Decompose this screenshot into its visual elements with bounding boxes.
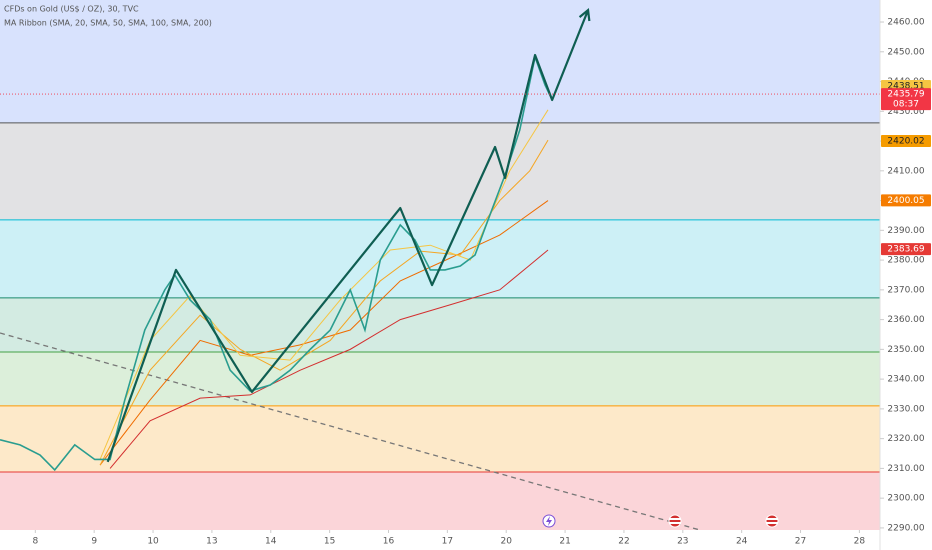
level-band	[0, 352, 880, 406]
level-band	[0, 122, 880, 220]
x-tick-label: 28	[854, 537, 866, 547]
price-badge	[881, 134, 931, 147]
y-tick-label: 2320.00	[887, 434, 924, 444]
y-tick-label: 2290.00	[887, 523, 924, 533]
event-icon	[542, 514, 556, 528]
level-band	[0, 0, 880, 123]
x-tick-label: 27	[795, 537, 806, 547]
indicator-title: MA Ribbon (SMA, 20, SMA, 50, SMA, 100, S…	[4, 19, 212, 28]
y-tick-label: 2430.00	[887, 107, 924, 117]
y-tick-label: 2300.00	[887, 494, 924, 504]
plot-area	[0, 0, 880, 531]
x-tick-label: 8	[32, 537, 38, 547]
x-tick-label: 23	[677, 537, 688, 547]
level-band	[0, 471, 880, 530]
x-tick-label: 14	[265, 537, 277, 547]
y-tick-label: 2330.00	[887, 404, 924, 414]
chart-title: CFDs on Gold (US$ / OZ), 30, TVC	[4, 5, 139, 14]
x-tick-label: 20	[500, 537, 512, 547]
x-tick-label: 21	[559, 537, 570, 547]
x-tick-label: 15	[324, 537, 335, 547]
moving-average	[99, 139, 549, 466]
x-tick-label: 24	[736, 537, 748, 547]
y-tick-label: 2450.00	[887, 47, 924, 57]
moving-average	[99, 200, 549, 466]
flag-icon	[668, 514, 682, 528]
countdown-label: 08:37	[893, 100, 919, 110]
x-tick-label: 9	[91, 537, 97, 547]
x-tick-label: 22	[618, 537, 629, 547]
level-band	[0, 405, 880, 472]
y-tick-label: 2360.00	[887, 315, 924, 325]
level-band	[0, 219, 880, 298]
price-badge-label: 2400.05	[887, 196, 924, 206]
arrow-head	[578, 7, 591, 22]
y-tick-label: 2370.00	[887, 285, 924, 295]
y-tick-label: 2380.00	[887, 256, 924, 266]
time-axis-bg	[0, 530, 880, 550]
x-tick-label: 10	[147, 537, 159, 547]
y-tick-label: 2340.00	[887, 375, 924, 385]
price-badge	[881, 243, 931, 256]
flag-icon	[765, 514, 779, 528]
y-tick-label: 2350.00	[887, 345, 924, 355]
y-tick-label: 2460.00	[887, 18, 924, 28]
price-badge	[881, 194, 931, 207]
y-tick-label: 2390.00	[887, 226, 924, 236]
x-tick-label: 13	[206, 537, 217, 547]
x-tick-label: 17	[442, 537, 453, 547]
zigzag-projection	[106, 9, 590, 463]
x-tick-label: 16	[383, 537, 395, 547]
y-tick-label: 2310.00	[887, 464, 924, 474]
price-badge	[881, 88, 931, 111]
y-tick-label: 2410.00	[887, 166, 924, 176]
level-band	[0, 297, 880, 353]
moving-average	[109, 249, 549, 469]
price-badge-label: 2383.69	[887, 245, 924, 255]
price-line	[0, 54, 551, 472]
trendline	[0, 332, 701, 531]
price-badge-label: 2420.02	[887, 136, 924, 146]
price-badge-label: 2438.51	[887, 81, 924, 91]
price-badge-label: 2435.79	[887, 90, 924, 100]
